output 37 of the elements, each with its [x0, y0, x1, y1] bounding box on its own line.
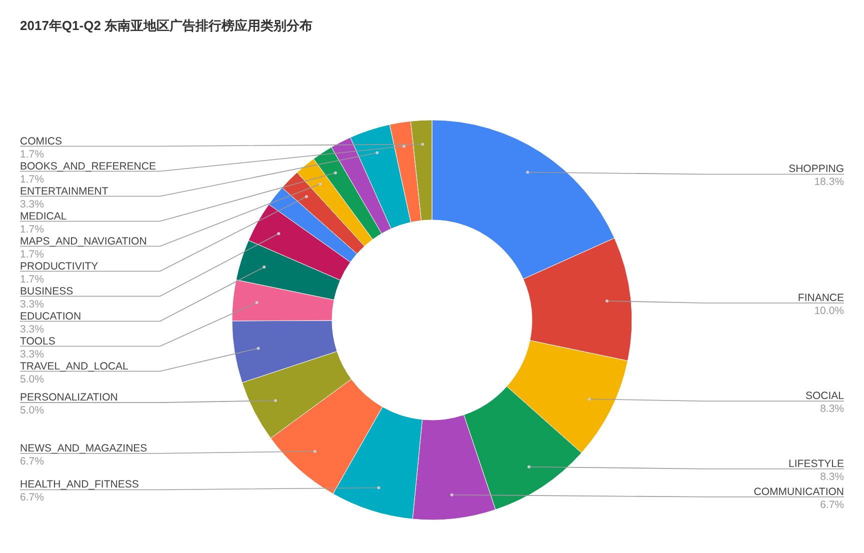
- slice-label: NEWS_AND_MAGAZINES: [20, 442, 148, 454]
- data-label: 6.7%: [20, 455, 44, 468]
- data-label: 6.7%: [820, 498, 844, 511]
- slice-label: LIFESTYLE: [788, 458, 844, 470]
- slice-label: COMMUNICATION: [754, 486, 844, 498]
- data-label: 1.7%: [20, 173, 44, 186]
- data-label: 1.7%: [20, 273, 44, 286]
- slice-label: MEDICAL: [20, 210, 67, 222]
- slice-label: SOCIAL: [805, 390, 844, 402]
- data-label: 1.7%: [20, 248, 44, 260]
- data-label: 1.7%: [20, 148, 44, 160]
- slice-label: TOOLS: [20, 335, 56, 348]
- data-label: 5.0%: [20, 404, 44, 417]
- data-label: 1.7%: [20, 223, 44, 236]
- data-label: 18.3%: [814, 176, 844, 188]
- slice-label: MAPS_AND_NAVIGATION: [20, 235, 147, 248]
- data-label: 3.3%: [20, 348, 44, 360]
- slice-label: FINANCE: [798, 292, 844, 304]
- data-label: 3.3%: [20, 298, 44, 310]
- slice-label: EDUCATION: [20, 310, 82, 322]
- slice-label: TRAVEL_AND_LOCAL: [20, 360, 129, 372]
- slice-label: PRODUCTIVITY: [20, 260, 98, 272]
- data-label: 6.7%: [20, 492, 44, 504]
- slice-label: COMICS: [20, 135, 62, 148]
- data-label: 5.0%: [20, 373, 44, 386]
- data-label: 3.3%: [20, 198, 44, 210]
- slice-label: SHOPPING: [788, 163, 844, 176]
- slice-label: ENTERTAINMENT: [20, 185, 109, 198]
- data-label: 10.0%: [814, 304, 844, 317]
- chart-title: 2017年Q1-Q2 东南亚地区广告排行榜应用类别分布: [20, 18, 313, 33]
- data-label: 8.3%: [820, 403, 844, 416]
- slice-label: HEALTH_AND_FITNESS: [20, 478, 139, 491]
- slice-label: BUSINESS: [20, 285, 74, 298]
- slice-label: PERSONALIZATION: [20, 392, 118, 404]
- data-label: 3.3%: [20, 323, 44, 336]
- slice-label: BOOKS_AND_REFERENCE: [20, 160, 156, 172]
- data-label: 8.3%: [820, 470, 844, 483]
